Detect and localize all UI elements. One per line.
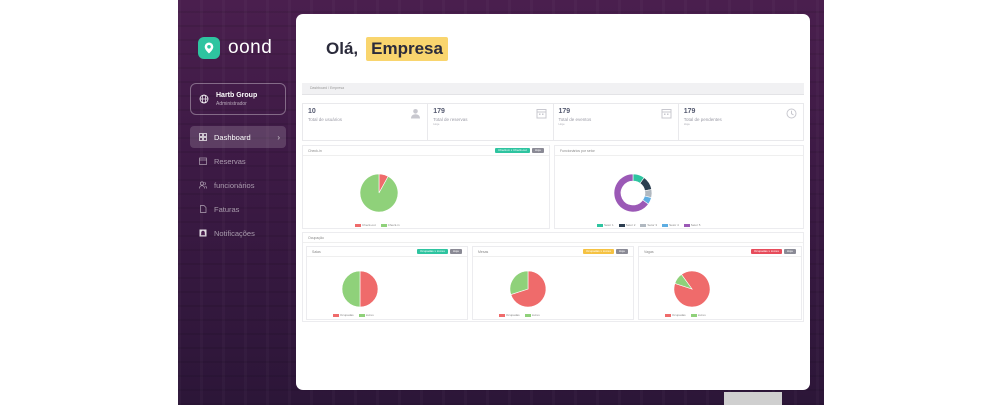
stat-card-reservas: 179 Total de reservas Hoje bbox=[428, 104, 554, 140]
user-icon bbox=[411, 109, 421, 119]
card-title: Funcionários por setor bbox=[560, 149, 595, 153]
sidebar-item-label: Notificações bbox=[214, 228, 255, 238]
filter-badge[interactable]: Check-in x Check-out bbox=[495, 148, 530, 153]
page-title: Olá, Empresa bbox=[326, 37, 448, 61]
legend-item-checkin: Check-in bbox=[380, 223, 400, 227]
period-badge[interactable]: Hoje bbox=[615, 249, 628, 254]
breadcrumb: Dashboard / Empresa bbox=[302, 83, 804, 95]
sidebar-item-funcionarios[interactable]: funcionários bbox=[190, 174, 286, 196]
file-icon bbox=[200, 205, 207, 213]
pie-slice-livres[interactable] bbox=[674, 274, 693, 290]
account-switcher[interactable]: Hartb Group Administrador bbox=[190, 83, 286, 115]
stat-label: Total de eventos bbox=[558, 117, 592, 122]
stat-value: 10 bbox=[308, 108, 316, 115]
logo[interactable]: oond bbox=[198, 37, 272, 59]
greeting-text: Olá, bbox=[326, 39, 359, 58]
stat-value: 179 bbox=[558, 108, 571, 115]
mesas-pie-chart bbox=[509, 270, 547, 308]
sidebar-item-reservas[interactable]: Reservas bbox=[190, 150, 286, 172]
legend-item-livres: Livres bbox=[524, 313, 540, 317]
period-badge[interactable]: Hoje bbox=[449, 249, 462, 254]
legend-item-checkout: Check-out bbox=[355, 223, 376, 227]
stat-sub: Hoje bbox=[683, 122, 690, 126]
dashboard-icon bbox=[199, 133, 207, 141]
stat-sub: Hoje bbox=[433, 122, 440, 126]
legend-item-livres: Livres bbox=[690, 313, 706, 317]
salas-pie-chart bbox=[341, 270, 379, 308]
legend-item-ocupadas: Ocupadas bbox=[499, 313, 520, 317]
pie-slice-ocupadas[interactable] bbox=[359, 270, 379, 308]
calendar-icon bbox=[661, 109, 672, 119]
vagas-chart-card: Vagas Ocupadas x Livres Hoje Ocupadas Li… bbox=[638, 246, 802, 320]
logo-text: oond bbox=[228, 37, 273, 58]
logo-icon bbox=[198, 37, 220, 59]
chevron-right-icon: › bbox=[277, 132, 280, 142]
card-title: Check-in bbox=[308, 149, 322, 153]
legend-item-setor-1: Setor 1 bbox=[597, 223, 614, 227]
company-name: Empresa bbox=[366, 37, 448, 61]
calendar-icon bbox=[536, 109, 546, 119]
pie-slice-setor-5[interactable] bbox=[613, 173, 649, 213]
sidebar-item-label: Dashboard bbox=[214, 132, 251, 142]
sidebar-item-dashboard[interactable]: Dashboard › bbox=[190, 126, 286, 148]
pie-slice-livres[interactable] bbox=[341, 270, 361, 308]
sidebar-item-label: Faturas bbox=[214, 204, 240, 214]
filter-badge[interactable]: Ocupadas x Livres bbox=[416, 249, 448, 254]
filter-badge[interactable]: Ocupadas x Livres bbox=[750, 249, 782, 254]
account-role: Administrador bbox=[216, 100, 247, 107]
mesas-chart-card: Mesas Ocupadas x Livres Hoje Ocupadas Li… bbox=[472, 246, 634, 320]
legend-item-ocupadas: Ocupadas bbox=[333, 313, 354, 317]
users-icon bbox=[199, 181, 207, 189]
sidebar-nav: Dashboard › Reservas funcionários Fatura… bbox=[190, 126, 286, 246]
salas-chart-card: Salas Ocupadas x Livres Hoje Ocupadas Li… bbox=[306, 246, 468, 320]
stat-label: Total de usuários bbox=[308, 117, 343, 122]
card-title: Vagas bbox=[644, 250, 654, 254]
period-badge[interactable]: Hoje bbox=[531, 148, 544, 153]
stat-value: 179 bbox=[683, 108, 696, 115]
stat-label: Total de pendentes bbox=[683, 117, 722, 122]
legend-item-setor-4: Setor 4 bbox=[662, 223, 679, 227]
card-title: Salas bbox=[312, 250, 321, 254]
period-badge[interactable]: Hoje bbox=[783, 249, 796, 254]
sidebar-item-notificacoes[interactable]: Notificações bbox=[190, 222, 286, 244]
bell-icon bbox=[199, 229, 207, 237]
pie-slice-livres[interactable] bbox=[509, 270, 529, 295]
pie-slice-ocupadas[interactable] bbox=[510, 270, 547, 308]
stat-sub: Hoje bbox=[558, 122, 565, 126]
occupancy-section: Ocupação Salas Ocupadas x Livres Hoje Oc… bbox=[302, 232, 804, 322]
stat-label: Total de reservas bbox=[433, 117, 468, 122]
account-name: Hartb Group bbox=[216, 91, 258, 99]
legend-item-livres: Livres bbox=[358, 313, 374, 317]
clock-icon bbox=[786, 108, 797, 119]
sidebar-item-label: funcionários bbox=[214, 180, 255, 190]
sector-donut-chart bbox=[613, 173, 653, 213]
calendar-icon bbox=[199, 157, 207, 165]
globe-icon bbox=[199, 94, 209, 104]
pie-slice-check-in[interactable] bbox=[359, 173, 399, 213]
main-panel: Olá, Empresa Dashboard / Empresa 10 Tota… bbox=[296, 14, 810, 390]
filter-badge[interactable]: Ocupadas x Livres bbox=[582, 249, 614, 254]
sidebar-item-label: Reservas bbox=[214, 156, 246, 166]
section-title: Ocupação bbox=[308, 236, 324, 240]
legend-item-ocupadas: Ocupadas bbox=[665, 313, 686, 317]
stat-card-users: 10 Total de usuários bbox=[303, 104, 429, 140]
legend-item-setor-5: Setor 5 bbox=[683, 223, 700, 227]
legend-item-setor-3: Setor 3 bbox=[640, 223, 657, 227]
stat-card-eventos: 179 Total de eventos Hoje bbox=[554, 104, 679, 140]
card-title: Mesas bbox=[478, 250, 489, 254]
checkin-pie-chart bbox=[359, 173, 399, 213]
stat-value: 179 bbox=[433, 108, 445, 115]
sector-chart-card: Funcionários por setor Setor 1 Setor 2 S… bbox=[554, 145, 804, 229]
checkin-chart-card: Check-in Check-in x Check-out Hoje Check… bbox=[302, 145, 550, 229]
sidebar-item-faturas[interactable]: Faturas bbox=[190, 198, 286, 220]
stats-row: 10 Total de usuários 179 Total de reserv… bbox=[302, 103, 804, 141]
vagas-pie-chart bbox=[673, 270, 711, 308]
breadcrumb-text: Dashboard / Empresa bbox=[310, 86, 345, 90]
stat-card-pendentes: 179 Total de pendentes Hoje bbox=[679, 104, 803, 140]
legend-item-setor-2: Setor 2 bbox=[618, 223, 635, 227]
scrollbar-thumb[interactable] bbox=[724, 392, 782, 405]
